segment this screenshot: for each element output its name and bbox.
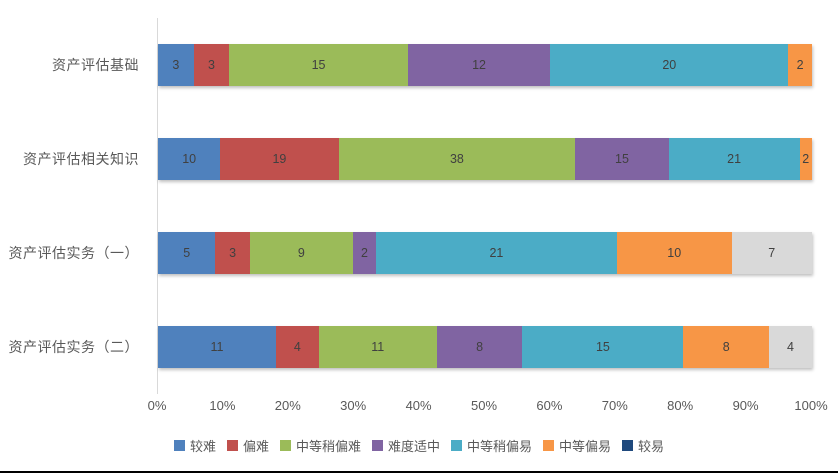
bar-segment: 15 bbox=[522, 326, 684, 368]
category-label: 资产评估基础 bbox=[52, 57, 139, 73]
data-label: 3 bbox=[208, 58, 215, 72]
legend-item: 中等稍偏难 bbox=[279, 436, 361, 455]
bar-segment: 12 bbox=[407, 44, 551, 86]
data-label: 19 bbox=[272, 152, 287, 166]
data-label: 11 bbox=[210, 340, 224, 354]
legend-item: 较易 bbox=[622, 436, 664, 455]
data-label: 21 bbox=[489, 246, 504, 260]
data-label: 9 bbox=[297, 246, 305, 260]
bar-segment: 19 bbox=[220, 138, 339, 180]
bar-segment: 9 bbox=[249, 232, 354, 274]
bar-segment: 38 bbox=[338, 138, 576, 180]
x-axis-tick-label: 30% bbox=[340, 398, 367, 413]
data-label: 4 bbox=[293, 340, 301, 354]
bar-segment: 10 bbox=[158, 138, 221, 180]
x-axis: 0% 10% 20% 30% 40% 50% 60% 70% 80% 90% 100% bbox=[148, 398, 828, 416]
stacked-bar: 11 4 11 8 15 8 4 bbox=[158, 326, 812, 368]
data-label: 10 bbox=[667, 246, 682, 260]
data-label: 2 bbox=[796, 58, 804, 72]
legend-swatch-icon bbox=[543, 440, 555, 451]
legend-label: 较易 bbox=[638, 439, 665, 454]
bar-segment: 3 bbox=[158, 44, 194, 86]
bar-segment: 5 bbox=[158, 232, 216, 274]
data-label: 15 bbox=[311, 58, 326, 72]
legend-swatch-icon bbox=[451, 440, 462, 451]
x-axis-tick-label: 70% bbox=[601, 398, 628, 413]
bar-segment: 4 bbox=[275, 326, 319, 368]
data-label: 20 bbox=[662, 58, 677, 72]
legend-swatch-icon bbox=[371, 440, 383, 451]
data-label: 5 bbox=[183, 246, 191, 260]
data-label: 21 bbox=[727, 152, 742, 166]
data-label: 10 bbox=[182, 152, 197, 166]
bar-segment: 3 bbox=[215, 232, 250, 274]
bar-segment: 11 bbox=[158, 326, 276, 368]
data-label: 8 bbox=[722, 340, 730, 354]
x-axis-tick-label: 100% bbox=[794, 398, 828, 413]
bar-segment: 2 bbox=[353, 232, 376, 274]
x-axis-tick-label: 80% bbox=[667, 398, 694, 413]
legend-item: 较难 bbox=[173, 436, 216, 455]
category-label: 资产评估相关知识 bbox=[23, 151, 139, 167]
bottom-divider-line bbox=[0, 471, 838, 473]
legend-swatch-icon bbox=[226, 440, 238, 451]
x-axis-tick-label: 10% bbox=[209, 398, 236, 413]
legend-item: 中等稍偏易 bbox=[451, 436, 532, 455]
data-label: 12 bbox=[472, 58, 486, 72]
data-label: 15 bbox=[615, 152, 629, 166]
legend-swatch-icon bbox=[173, 440, 185, 451]
legend-label: 较难 bbox=[189, 439, 216, 454]
bar-segment: 21 bbox=[375, 232, 617, 274]
y-axis-labels: 资产评估基础资产评估相关知识资产评估实务（一） 资产评估实务（二） bbox=[0, 18, 147, 394]
legend: 较难 偏难 中等稍偏难 难度适中 中等稍偏易 中等偏易 较易 bbox=[0, 436, 838, 455]
legend-label: 中等偏易 bbox=[559, 439, 612, 454]
legend-item: 难度适中 bbox=[371, 436, 440, 455]
data-label: 3 bbox=[229, 246, 237, 260]
data-label: 2 bbox=[361, 246, 368, 260]
bar-segment: 10 bbox=[616, 232, 732, 274]
bar-segment: 7 bbox=[731, 232, 812, 274]
data-label: 11 bbox=[371, 340, 385, 354]
category-label: 资产评估实务（一） bbox=[8, 245, 139, 261]
x-axis-tick-label: 60% bbox=[536, 398, 563, 413]
legend-item: 中等偏易 bbox=[543, 436, 611, 455]
bar-segment: 15 bbox=[229, 44, 408, 86]
bar-segment: 3 bbox=[193, 44, 230, 86]
bar-segment: 2 bbox=[799, 138, 812, 180]
data-label: 38 bbox=[449, 152, 464, 166]
legend-label: 难度适中 bbox=[387, 439, 440, 454]
plot-area: 3 3 15 12 20 2 10 19 38 15 21 2 5 3 9 2 21 10 7 11 4 11 8 15 8 4 bbox=[157, 18, 812, 394]
data-label: 3 bbox=[172, 58, 180, 72]
bar-segment: 8 bbox=[436, 326, 523, 368]
x-axis-tick-label: 50% bbox=[470, 398, 498, 413]
legend-label: 中等稍偏易 bbox=[467, 439, 533, 454]
bar-segment: 8 bbox=[683, 326, 770, 368]
legend-swatch-icon bbox=[279, 440, 291, 451]
legend-item: 偏难 bbox=[226, 436, 269, 455]
stacked-bar: 3 3 15 12 20 2 bbox=[158, 44, 812, 86]
category-label: 资产评估实务（二） bbox=[8, 339, 139, 355]
legend-label: 中等稍偏难 bbox=[295, 439, 361, 454]
x-axis-tick-label: 0% bbox=[147, 398, 167, 413]
bar-segment: 21 bbox=[668, 138, 800, 180]
data-label: 2 bbox=[802, 152, 810, 166]
stacked-bar: 10 19 38 15 21 2 bbox=[158, 138, 812, 180]
legend-label: 偏难 bbox=[242, 439, 269, 454]
bar-segment: 2 bbox=[788, 44, 812, 86]
x-axis-tick-label: 40% bbox=[405, 398, 432, 413]
x-axis-tick-label: 90% bbox=[732, 398, 759, 413]
data-label: 4 bbox=[787, 340, 794, 354]
bar-segment: 11 bbox=[318, 326, 437, 368]
bar-segment: 4 bbox=[769, 326, 812, 368]
stacked-bar: 5 3 9 2 21 10 7 bbox=[158, 232, 812, 274]
data-label: 7 bbox=[768, 246, 776, 260]
bar-segment: 20 bbox=[550, 44, 789, 86]
data-label: 15 bbox=[595, 340, 610, 354]
bar-segment: 15 bbox=[575, 138, 669, 180]
legend-swatch-icon bbox=[622, 440, 634, 451]
x-axis-tick-label: 20% bbox=[274, 398, 301, 413]
data-label: 8 bbox=[476, 340, 484, 354]
